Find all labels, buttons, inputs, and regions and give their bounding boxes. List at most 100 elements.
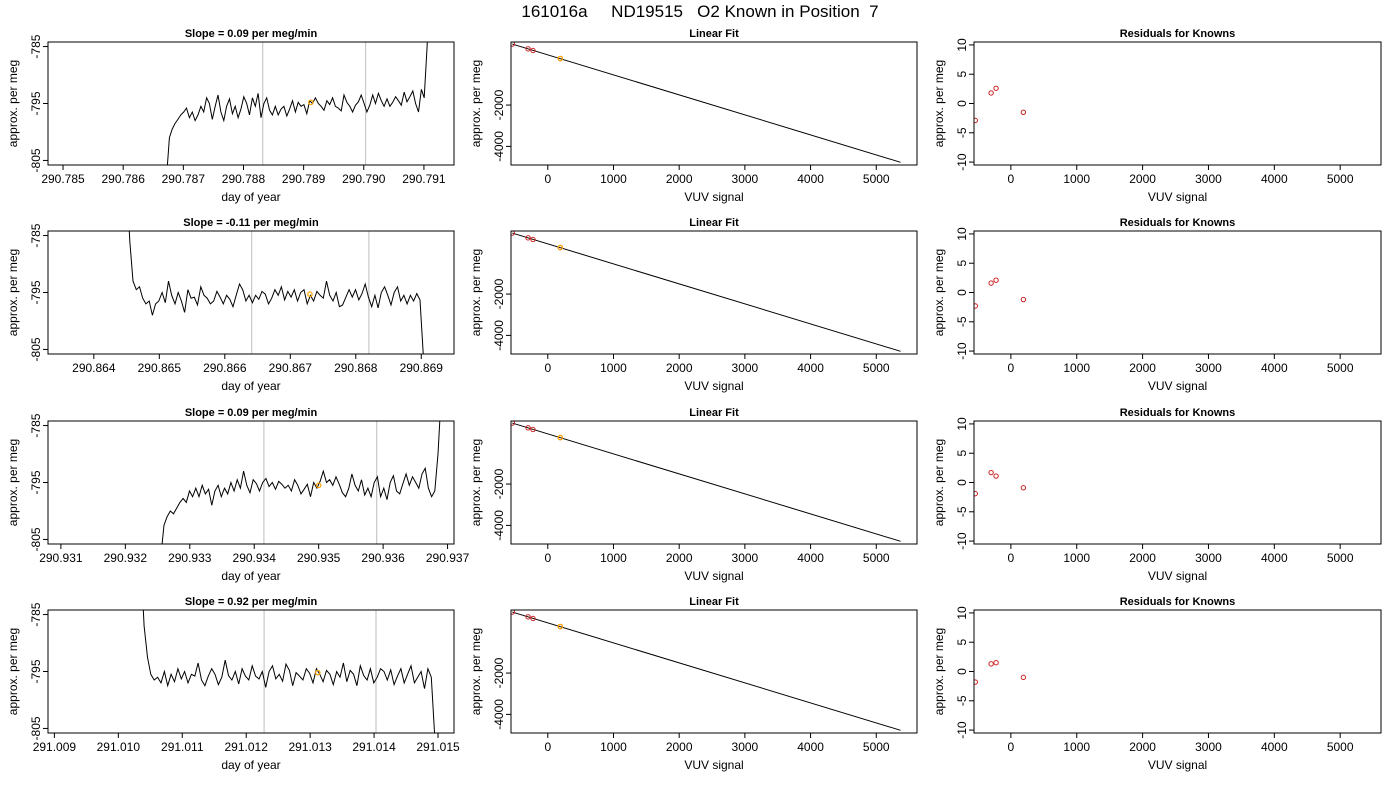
data-point [988,90,994,96]
data-point [525,425,531,431]
x-tick-label: 1000 [600,740,627,754]
series-line [161,421,441,544]
x-tick-label: 290.866 [203,361,247,375]
x-tick-label: 5000 [1327,740,1354,754]
x-tick-label: 290.868 [334,361,378,375]
x-tick-label: 4000 [797,740,824,754]
x-tick-label: 2000 [1129,551,1156,565]
x-tick-label: 5000 [863,172,890,186]
y-axis-label: approx. per meg [469,628,483,715]
x-tick-label: 291.012 [225,740,269,754]
y-tick-label: -5 [955,506,969,517]
sample-marker [315,482,322,489]
y-tick-label: -10 [955,153,969,171]
x-tick-label: 2000 [1129,361,1156,375]
x-tick-label: 2000 [1129,172,1156,186]
plot-area [166,42,428,165]
plot-frame [47,230,455,355]
x-tick-label: 5000 [1327,361,1354,375]
x-axis-label: day of year [221,379,280,393]
x-tick-label: 0 [1008,551,1015,565]
data-point [530,615,536,622]
x-tick-label: 2000 [666,551,693,565]
x-tick-label: 3000 [732,361,759,375]
panel-title: Residuals for Knowns [1120,596,1236,608]
sample-marker [307,291,313,298]
y-tick-label: -10 [955,721,969,739]
x-tick-label: 1000 [1063,551,1090,565]
chart-panel: Residuals for Knowns 0 1000 2000 3000 4000 500… [932,28,1382,204]
y-axis-label: approx. per meg [932,60,946,147]
x-tick-label: 3000 [732,740,759,754]
x-tick-label: 291.011 [161,740,204,754]
data-point [988,469,994,476]
chart-panel: Residuals for Knowns 0 1000 2000 3000 4000 500… [932,217,1382,393]
x-tick-label: 0 [544,172,551,186]
chart-panel: Residuals for Knowns 0 1000 2000 3000 4000 500… [932,407,1382,583]
x-axis-label: day of year [221,569,280,583]
fit-line [512,43,901,163]
y-tick-label: -785 [29,34,43,58]
plot-frame [510,230,918,355]
y-tick-label: -2000 [492,468,506,499]
x-tick-label: 290.867 [269,361,313,375]
sample-marker [308,99,314,106]
x-tick-label: 290.865 [138,361,182,375]
data-point [1020,674,1027,681]
data-point [988,661,994,667]
y-tick-label: -795 [29,280,43,304]
x-tick-label: 1000 [1063,172,1090,186]
x-tick-label: 1000 [1063,740,1090,754]
x-tick-label: 0 [1008,740,1015,754]
y-tick-label: -795 [29,659,43,683]
y-tick-label: -5 [955,695,969,706]
y-tick-label: -795 [29,91,43,115]
y-tick-label: 5 [955,260,969,267]
x-tick-label: 290.935 [297,551,341,565]
panel-title: Residuals for Knowns [1120,28,1236,40]
y-tick-label: 5 [955,71,969,78]
data-point [993,277,999,283]
plot-area [142,610,436,733]
x-axis-label: VUV signal [684,190,743,204]
x-axis-label: VUV signal [1148,190,1207,204]
plot-frame [510,609,918,734]
y-tick-label: -4000 [492,131,506,162]
x-tick-label: 1000 [600,361,627,375]
y-tick-label: 0 [955,479,969,486]
chart-panel: Slope = 0.92 per meg/min 291.009 291.010 29… [6,596,460,772]
x-axis-label: VUV signal [1148,379,1207,393]
highlight-point [557,623,564,630]
panel-title: Linear Fit [689,28,739,40]
y-tick-label: 10 [955,227,969,241]
y-tick-label: -2000 [492,278,506,309]
x-axis-label: VUV signal [684,758,743,772]
y-tick-label: -785 [29,413,43,437]
x-tick-label: 290.789 [282,172,326,186]
panel-title: Residuals for Knowns [1120,217,1236,229]
data-point [974,490,979,497]
y-tick-label: -785 [29,602,43,626]
y-tick-label: -805 [29,527,43,551]
y-tick-label: -4000 [492,699,506,730]
y-tick-label: -4000 [492,510,506,541]
y-axis-label: approx. per meg [932,628,946,715]
chart-panel: Residuals for Knowns 0 1000 2000 3000 4000 500… [932,596,1382,772]
data-point [525,614,531,620]
x-tick-label: 3000 [1195,551,1222,565]
plot-area [511,231,901,352]
plot-area [161,421,441,544]
y-tick-label: 10 [955,38,969,52]
x-tick-label: 290.786 [101,172,145,186]
y-tick-label: -795 [29,470,43,494]
x-axis-label: VUV signal [684,379,743,393]
data-point [988,280,994,286]
x-tick-label: 4000 [797,172,824,186]
x-tick-label: 4000 [1261,551,1288,565]
x-tick-label: 290.934 [233,551,277,565]
y-axis-label: approx. per meg [932,439,946,526]
fit-line [512,232,901,352]
data-point [525,235,531,241]
y-tick-label: -785 [29,223,43,247]
